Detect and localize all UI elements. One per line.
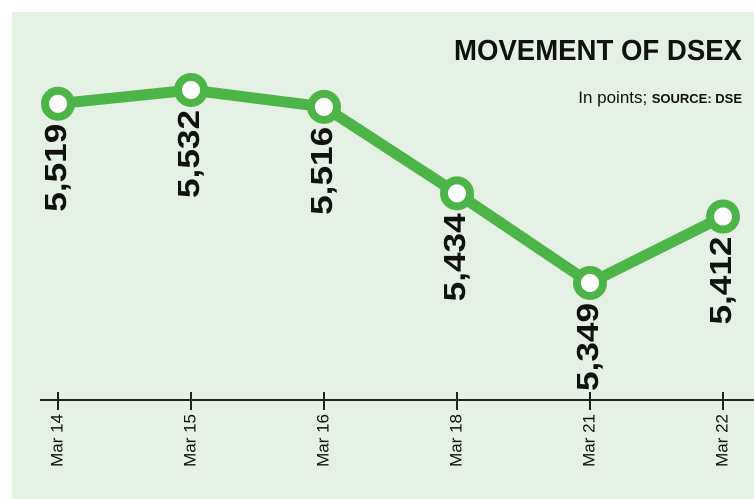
subtitle: In points; SOURCE: DSE (578, 88, 742, 107)
marker (41, 86, 75, 121)
marker (706, 199, 740, 234)
marker (440, 176, 474, 211)
chart-title: MOVEMENT OF DSEX (454, 35, 743, 67)
x-tick-label: Mar 21 (579, 414, 598, 467)
subtitle-text: In points; (578, 88, 647, 107)
x-tick-label: Mar 22 (712, 414, 731, 467)
value-label: 5,519 (38, 124, 73, 212)
marker (307, 89, 341, 124)
x-tick-label: Mar 15 (180, 414, 199, 467)
x-tick-label: Mar 14 (47, 414, 66, 467)
value-label: 5,434 (437, 212, 472, 301)
value-label: 5,349 (570, 303, 605, 391)
marker (573, 266, 607, 300)
value-label: 5,516 (304, 127, 339, 215)
marker (174, 73, 208, 107)
source: SOURCE: DSE (652, 91, 743, 106)
x-tick-label: Mar 16 (313, 414, 332, 467)
value-label: 5,532 (171, 110, 206, 198)
x-tick-label: Mar 18 (446, 414, 465, 467)
line (57, 84, 726, 289)
value-label: 5,412 (703, 237, 738, 325)
